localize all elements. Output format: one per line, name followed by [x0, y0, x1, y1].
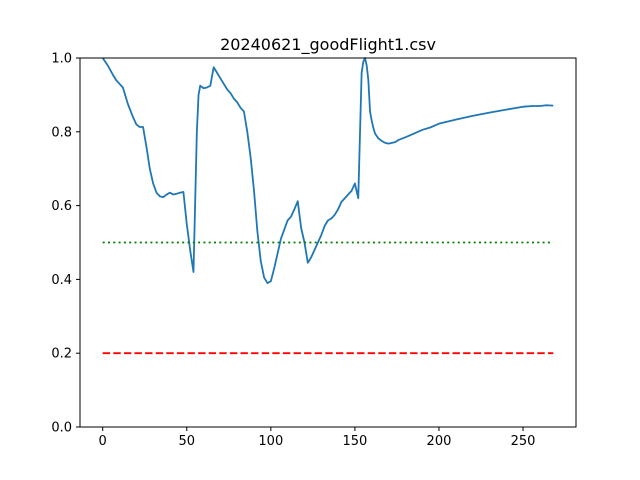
- x-tick-label: 200: [427, 434, 452, 449]
- plot-frame: [79, 57, 577, 428]
- x-tick-label: 0: [99, 434, 107, 449]
- chart-title: 20240621_goodFlight1.csv: [220, 35, 436, 55]
- x-tick-label: 150: [342, 434, 367, 449]
- x-axis: 0 50 100 150 200 250: [99, 427, 536, 449]
- y-tick-label: 0.0: [51, 421, 72, 436]
- y-tick-label: 1.0: [51, 52, 72, 67]
- y-tick-label: 0.2: [51, 347, 72, 362]
- series-line-1: [101, 57, 554, 284]
- series-layer: [101, 57, 554, 355]
- y-tick-label: 0.4: [51, 273, 72, 288]
- x-tick-label: 50: [178, 434, 195, 449]
- x-tick-label: 100: [258, 434, 283, 449]
- y-axis: 0.0 0.2 0.4 0.6 0.8 1.0: [51, 52, 80, 436]
- y-tick-label: 0.8: [51, 125, 72, 140]
- y-tick-label: 0.6: [51, 199, 72, 214]
- x-tick-label: 250: [511, 434, 536, 449]
